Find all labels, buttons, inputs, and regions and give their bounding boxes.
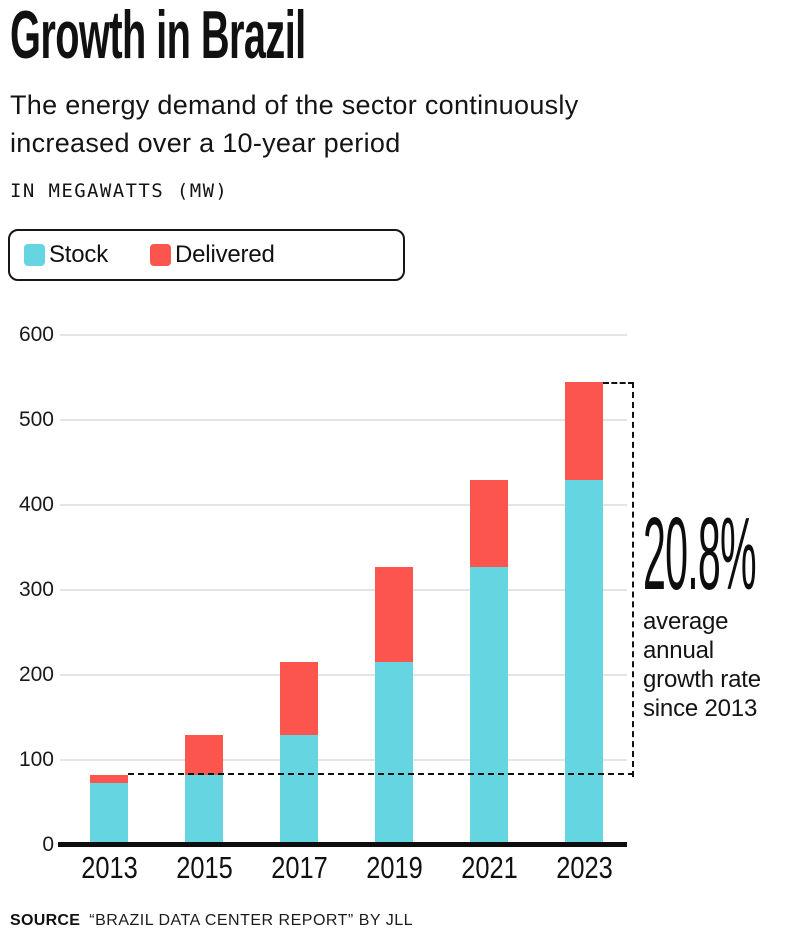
x-axis-label-2021: 2021 xyxy=(460,850,518,885)
x-axis-label-2013: 2013 xyxy=(80,850,138,885)
source-label: SOURCE xyxy=(10,912,81,929)
source-line: SOURCE “BRAZIL DATA CENTER REPORT” BY JLL xyxy=(10,912,413,930)
legend-label-delivered: Delivered xyxy=(175,241,275,268)
source-text: “BRAZIL DATA CENTER REPORT” BY JLL xyxy=(89,912,413,929)
bar-2015-delivered-segment xyxy=(185,734,223,776)
delivered-swatch-icon xyxy=(150,244,172,266)
bar-2023-stock-segment xyxy=(565,479,603,845)
x-axis-label-2023: 2023 xyxy=(555,850,613,885)
bar-2019-delivered-segment xyxy=(375,567,413,663)
y-axis-label-0: 0 xyxy=(42,833,54,856)
gridline-500 xyxy=(60,419,627,422)
page-title-text: Growth in Brazil xyxy=(10,0,306,73)
y-axis-label-500: 500 xyxy=(18,408,54,432)
growth-rate-text: 20.8% xyxy=(643,496,757,611)
bar-2021-delivered-segment xyxy=(470,479,508,568)
legend-item-stock: Stock xyxy=(24,241,108,269)
bar-2013-delivered-segment xyxy=(90,775,128,783)
bar-2021-stock-segment xyxy=(470,567,508,845)
stock-swatch-icon xyxy=(24,244,45,266)
x-axis-label-2019: 2019 xyxy=(365,850,423,885)
gridline-600 xyxy=(60,334,627,337)
y-axis-label-400: 400 xyxy=(18,493,54,517)
legend-label-stock: Stock xyxy=(49,241,109,268)
bar-2023-delivered-segment xyxy=(565,382,603,480)
growth-bracket-corner xyxy=(603,382,634,778)
y-axis-label-100: 100 xyxy=(18,748,54,772)
bar-2019-stock-segment xyxy=(375,662,413,845)
bar-2017-stock-segment xyxy=(280,734,318,845)
growth-rate-label: average annual growth rate since 2013 xyxy=(643,608,761,722)
bar-2013-stock-segment xyxy=(90,783,128,845)
gridline-400 xyxy=(60,504,627,507)
y-axis-label-300: 300 xyxy=(18,578,54,602)
bar-2017-delivered-segment xyxy=(280,662,318,735)
x-axis-label-2017: 2017 xyxy=(270,850,328,885)
growth-bracket-baseline xyxy=(128,773,634,776)
bar-2015-stock-segment xyxy=(185,775,223,845)
units-label: IN MEGAWATTS (MW) xyxy=(10,180,229,202)
page-title: Growth in Brazil xyxy=(10,1,515,69)
chart-legend: Stock Delivered xyxy=(8,229,405,281)
gridline-100 xyxy=(60,759,627,762)
growth-annotation: 20.8% average annual growth rate since 2… xyxy=(643,496,800,723)
y-axis-label-200: 200 xyxy=(18,663,54,687)
y-axis-label-600: 600 xyxy=(18,323,54,347)
gridline-200 xyxy=(60,674,627,677)
growth-rate-value: 20.8% xyxy=(643,496,800,611)
gridline-300 xyxy=(60,589,627,592)
x-axis-baseline xyxy=(58,842,627,847)
subtitle-line-1: The energy demand of the sector continuo… xyxy=(10,90,579,120)
subtitle-line-2: increased over a 10-year period xyxy=(10,128,401,158)
chart-subtitle: The energy demand of the sector continuo… xyxy=(10,86,579,162)
legend-item-delivered: Delivered xyxy=(150,241,275,269)
x-axis-label-2015: 2015 xyxy=(175,850,233,885)
